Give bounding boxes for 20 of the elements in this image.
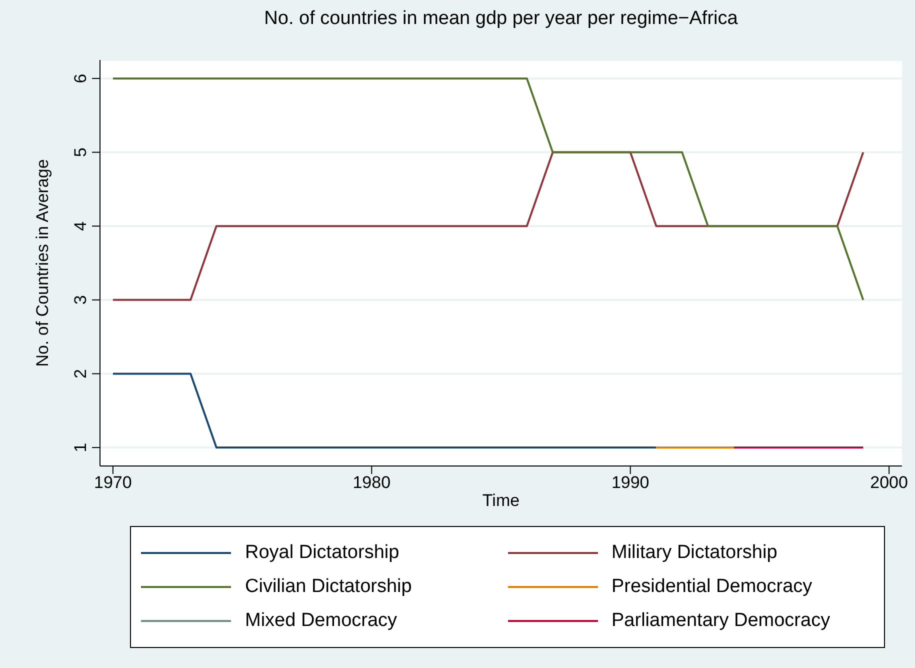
legend-label: Military Dictatorship [612, 542, 778, 564]
legend-label: Parliamentary Democracy [612, 610, 830, 632]
x-tick-label: 1990 [611, 473, 650, 492]
x-tick-label: 1980 [352, 473, 391, 492]
x-tick-label: 2000 [870, 473, 908, 492]
y-tick-label: 2 [71, 368, 90, 378]
legend-label: Civilian Dictatorship [245, 576, 412, 598]
y-axis-title: No. of Countries in Average [33, 159, 52, 367]
y-tick-label: 6 [71, 74, 90, 84]
legend-label: Presidential Democracy [612, 576, 812, 598]
x-tick-label: 1970 [94, 473, 132, 492]
y-tick-label: 4 [71, 221, 90, 231]
y-tick-label: 1 [71, 442, 90, 452]
legend-label: Royal Dictatorship [245, 542, 400, 564]
line-series [112, 77, 864, 301]
y-tick-label: 3 [71, 295, 90, 305]
legend-label: Mixed Democracy [245, 610, 398, 632]
x-axis-title: Time [482, 491, 520, 510]
chart-title: No. of countries in mean gdp per year per regime−Africa [263, 8, 739, 30]
y-tick-label: 5 [71, 148, 90, 158]
